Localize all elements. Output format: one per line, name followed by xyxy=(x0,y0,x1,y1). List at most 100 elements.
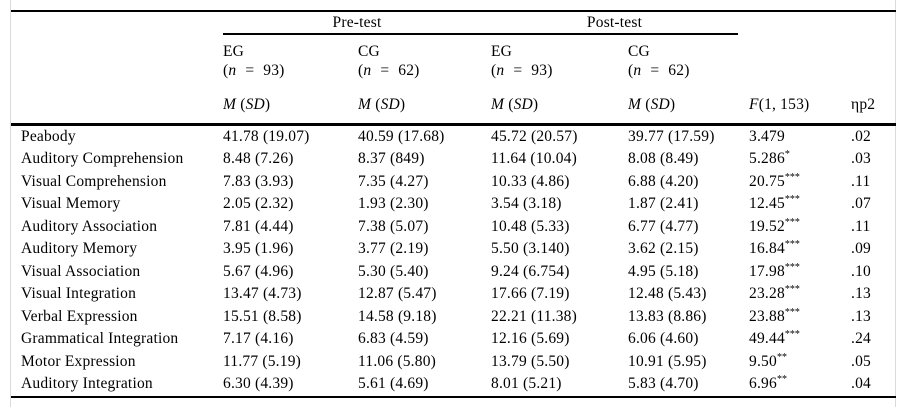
post-cg-value: 4.95 (5.18) xyxy=(628,262,699,280)
post-cg-value: 3.62 (2.15) xyxy=(628,240,699,257)
pre-eg-value: 8.48 (7.26) xyxy=(223,150,294,167)
pre-eg-value: 3.95 (1.96) xyxy=(223,240,294,257)
row-label: Visual Association xyxy=(21,262,141,280)
post-eg-value: 12.16 (5.69) xyxy=(491,330,570,347)
significance-stars: *** xyxy=(784,238,800,250)
group-header-row: Pre-test Post-test xyxy=(11,11,896,35)
table-row: Visual Integration 13.47 (4.73) 12.87 (5… xyxy=(11,283,896,306)
msd-header: M (SD) xyxy=(358,85,492,126)
post-eg-value: 22.21 (11.38) xyxy=(491,307,577,325)
f-value: 19.52*** xyxy=(749,216,800,235)
group-name: EG xyxy=(223,43,245,60)
table-row: Auditory Integration 6.30 (4.39) 5.61 (4… xyxy=(11,373,896,397)
eta-value: .07 xyxy=(851,195,872,212)
sample-size: (n = 93) xyxy=(491,62,553,79)
pre-eg-value: 7.17 (4.16) xyxy=(223,330,294,347)
pre-cg-value: 1.93 (2.30) xyxy=(358,195,429,212)
post-cg-value: 8.08 (8.49) xyxy=(628,150,699,167)
significance-stars: *** xyxy=(784,261,800,273)
significance-stars: *** xyxy=(784,193,800,205)
table-row: Auditory Comprehension 8.48 (7.26) 8.37 … xyxy=(11,148,896,171)
row-label: Visual Comprehension xyxy=(21,172,167,190)
post-eg-value: 8.01 (5.21) xyxy=(491,375,562,392)
eta-header: ηp2 xyxy=(851,85,897,126)
f-value: 6.96** xyxy=(749,373,787,392)
f-value: 16.84*** xyxy=(749,238,800,257)
post-cg-value: 1.87 (2.41) xyxy=(628,195,699,212)
table-row: Auditory Memory 3.95 (1.96) 3.77 (2.19) … xyxy=(11,238,896,261)
table-row: Grammatical Integration 7.17 (4.16) 6.83… xyxy=(11,328,896,351)
eta-value: .04 xyxy=(851,375,872,392)
group-name: CG xyxy=(628,43,650,60)
table-row: Peabody 41.78 (19.07) 40.59 (17.68) 45.7… xyxy=(11,124,896,148)
row-label: Motor Expression xyxy=(21,352,136,370)
significance-stars: *** xyxy=(784,283,800,295)
pre-eg-value: 13.47 (4.73) xyxy=(223,285,302,302)
blank-cell xyxy=(11,11,223,35)
post-cg-value: 10.91 (5.95) xyxy=(628,352,707,370)
col-header-post-cg: CG (n = 62) xyxy=(628,35,749,85)
f-value: 9.50** xyxy=(749,351,787,370)
eta-value: .05 xyxy=(851,352,872,370)
pre-eg-value: 7.83 (3.93) xyxy=(223,172,294,190)
post-eg-value: 13.79 (5.50) xyxy=(491,352,570,370)
blank-cell xyxy=(11,35,223,85)
f-value: 20.75*** xyxy=(749,171,800,190)
pre-cg-value: 7.35 (4.27) xyxy=(358,172,429,190)
pre-cg-value: 12.87 (5.47) xyxy=(358,285,437,302)
eta-value: .09 xyxy=(851,240,872,257)
post-eg-value: 17.66 (7.19) xyxy=(491,285,570,302)
pre-eg-value: 2.05 (2.32) xyxy=(223,195,294,212)
f-value: 23.88*** xyxy=(749,306,800,325)
f-value: 49.44*** xyxy=(749,328,800,347)
eta-value: .10 xyxy=(851,262,872,280)
significance-stars: *** xyxy=(784,306,800,318)
pre-cg-value: 6.83 (4.59) xyxy=(358,330,429,347)
msd-header: M (SD) xyxy=(223,85,358,126)
row-label: Auditory Association xyxy=(21,217,158,235)
row-label: Visual Integration xyxy=(21,285,137,302)
significance-stars: ** xyxy=(776,351,787,363)
pre-cg-value: 7.38 (5.07) xyxy=(358,217,429,235)
col-header-pre-eg: EG (n = 93) xyxy=(223,35,358,85)
pre-eg-value: 11.77 (5.19) xyxy=(223,352,302,370)
blank-cell xyxy=(749,11,851,35)
blank-cell xyxy=(851,11,896,35)
significance-stars: *** xyxy=(784,328,800,340)
post-cg-value: 6.88 (4.20) xyxy=(628,172,699,190)
f-header: F(1, 153) xyxy=(749,85,852,126)
row-label: Visual Memory xyxy=(21,195,121,212)
eta-value: .02 xyxy=(851,127,872,145)
post-eg-value: 10.48 (5.33) xyxy=(491,217,570,235)
f-value: 23.28*** xyxy=(749,283,800,302)
eta-value: .03 xyxy=(851,150,872,167)
post-eg-value: 10.33 (4.86) xyxy=(491,172,570,190)
pre-cg-value: 40.59 (17.68) xyxy=(358,127,445,145)
posttest-group-rule: Post-test xyxy=(491,12,739,35)
pretest-group-cell: Pre-test xyxy=(223,11,492,35)
f-value: 3.479 xyxy=(749,127,785,145)
msd-header: M (SD) xyxy=(628,85,750,126)
post-cg-value: 5.83 (4.70) xyxy=(628,375,699,392)
eta-value: .13 xyxy=(851,307,872,325)
f-value: 12.45*** xyxy=(749,193,800,212)
col-header-post-eg: EG (n = 93) xyxy=(491,35,628,85)
table-row: Visual Comprehension 7.83 (3.93) 7.35 (4… xyxy=(11,171,896,194)
eta-value: .13 xyxy=(851,285,872,302)
sample-size: (n = 62) xyxy=(358,62,420,79)
table-row: Motor Expression 11.77 (5.19) 11.06 (5.8… xyxy=(11,351,896,374)
eta-value: .11 xyxy=(851,217,871,235)
pre-eg-value: 41.78 (19.07) xyxy=(223,127,310,145)
sample-size: (n = 93) xyxy=(223,62,285,79)
post-eg-value: 3.54 (3.18) xyxy=(491,195,562,212)
significance-stars: *** xyxy=(784,216,800,228)
table-body: Peabody 41.78 (19.07) 40.59 (17.68) 45.7… xyxy=(11,124,896,397)
table-row: Auditory Association 7.81 (4.44) 7.38 (5… xyxy=(11,216,896,239)
row-label: Verbal Expression xyxy=(21,307,138,325)
post-cg-value: 12.48 (5.43) xyxy=(628,285,707,302)
pre-cg-value: 14.58 (9.18) xyxy=(358,307,437,325)
post-eg-value: 5.50 (3.140) xyxy=(491,240,570,257)
msd-header: M (SD) xyxy=(491,85,629,126)
posttest-group-cell: Post-test xyxy=(491,11,749,35)
f-value: 5.286* xyxy=(749,148,790,167)
